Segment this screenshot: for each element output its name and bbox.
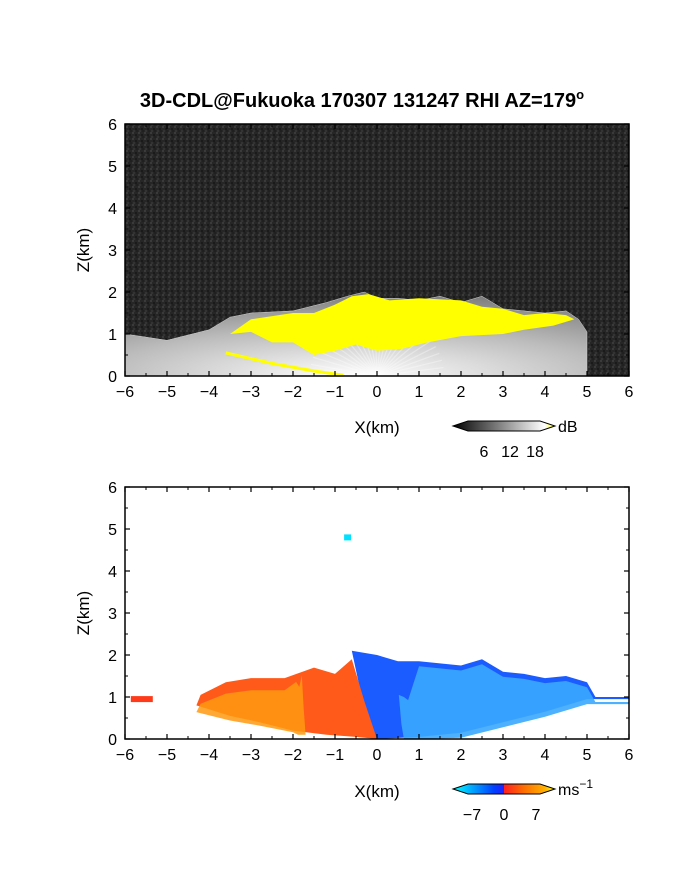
snr-beam-streak xyxy=(310,363,378,376)
snr-x-tick-label: 6 xyxy=(625,384,634,401)
snr-beam-streak xyxy=(376,366,444,376)
snr-y-tick-label: 3 xyxy=(108,243,117,260)
velocity-x-tick-label: −6 xyxy=(116,747,134,764)
snr-x-tick-label: −2 xyxy=(284,384,302,401)
velocity-x-axis-label: X(km) xyxy=(354,782,399,801)
velocity-colorbar: ms−1 −7 0 7 xyxy=(451,777,593,824)
snr-panel: 3D-CDL@Fukuoka 170307 131247 RHI AZ=179o… xyxy=(74,87,634,461)
snr-x-tick-label: −3 xyxy=(242,384,260,401)
snr-colorbar-strip xyxy=(451,420,557,432)
velocity-isolated-echoes xyxy=(130,534,352,703)
snr-beam-streak xyxy=(376,339,432,376)
snr-x-axis-label: X(km) xyxy=(354,418,399,437)
velocity-y-tick-label: 5 xyxy=(108,522,117,539)
velocity-colorbar-tick-label: −7 xyxy=(463,807,481,824)
velocity-x-tick-label: 2 xyxy=(457,747,466,764)
velocity-colorbar-unit: ms−1 xyxy=(558,777,593,799)
velocity-positive-light-region xyxy=(196,675,306,735)
snr-y-tick-label: 4 xyxy=(108,201,117,218)
velocity-x-tick-label: 6 xyxy=(625,747,634,764)
velocity-y-tick-label: 2 xyxy=(108,648,117,665)
chart-title: 3D-CDL@Fukuoka 170307 131247 RHI AZ=179o xyxy=(140,87,584,112)
snr-x-tick-label: 3 xyxy=(499,384,508,401)
snr-x-tick-label: 2 xyxy=(457,384,466,401)
velocity-colorbar-tick-label: 7 xyxy=(532,807,541,824)
velocity-x-tick-label: 3 xyxy=(499,747,508,764)
snr-colorbar-unit: dB xyxy=(558,419,578,436)
velocity-isolated-echo xyxy=(130,696,153,703)
snr-colorbar-tick-label: 18 xyxy=(526,444,544,461)
snr-colorbar-tick-label: 12 xyxy=(501,444,519,461)
velocity-x-tick-label: −3 xyxy=(242,747,260,764)
velocity-colorbar-tick-label: 0 xyxy=(500,807,509,824)
snr-x-tick-label: 1 xyxy=(415,384,424,401)
snr-colorbar: dB 6 12 18 xyxy=(451,419,578,461)
snr-y-tick-label: 6 xyxy=(108,117,117,134)
snr-beam-streak xyxy=(376,352,440,376)
snr-x-tick-label: −6 xyxy=(116,384,134,401)
velocity-isolated-echo xyxy=(344,534,352,541)
snr-y-tick-label: 5 xyxy=(108,159,117,176)
snr-y-tick-label: 1 xyxy=(108,327,117,344)
snr-x-tick-label: 4 xyxy=(541,384,550,401)
snr-ground-clutter-line xyxy=(225,351,344,376)
velocity-y-tick-label: 1 xyxy=(108,690,117,707)
snr-colorbar-tick-label: 6 xyxy=(480,444,489,461)
velocity-x-tick-label: −1 xyxy=(326,747,344,764)
velocity-axes: −6 −5 −4 −3 −2 −1 0 1 2 3 4 5 6 0 1 2 3 4 5 6 xyxy=(108,480,633,764)
velocity-x-tick-label: −4 xyxy=(200,747,218,764)
velocity-panel: −6 −5 −4 −3 −2 −1 0 1 2 3 4 5 6 0 1 2 3 4 5 6 X(km) Z(km) m… xyxy=(74,480,634,824)
snr-y-tick-label: 2 xyxy=(108,285,117,302)
snr-x-tick-label: 0 xyxy=(373,384,382,401)
velocity-x-tick-label: −5 xyxy=(158,747,176,764)
snr-x-tick-label: 5 xyxy=(583,384,592,401)
snr-x-tick-label: −5 xyxy=(158,384,176,401)
velocity-y-tick-label: 4 xyxy=(108,564,117,581)
velocity-x-tick-label: 4 xyxy=(541,747,550,764)
velocity-colorbar-strip xyxy=(451,783,557,795)
snr-axes: −6 −5 −4 −3 −2 −1 0 1 2 3 4 5 6 0 1 2 3 4 5 6 xyxy=(108,117,633,401)
velocity-x-tick-label: −2 xyxy=(284,747,302,764)
velocity-x-tick-label: 5 xyxy=(583,747,592,764)
snr-x-tick-label: −4 xyxy=(200,384,218,401)
velocity-x-tick-label: 0 xyxy=(373,747,382,764)
velocity-y-tick-label: 0 xyxy=(108,732,117,749)
velocity-x-tick-label: 1 xyxy=(415,747,424,764)
snr-x-tick-label: −1 xyxy=(326,384,344,401)
snr-y-tick-label: 0 xyxy=(108,369,117,386)
velocity-y-tick-label: 3 xyxy=(108,606,117,623)
snr-beam-streak xyxy=(315,349,378,376)
snr-saturated-region xyxy=(230,294,575,355)
velocity-y-tick-label: 6 xyxy=(108,480,117,497)
velocity-negative-light-region xyxy=(398,664,629,739)
snr-beam-streak xyxy=(376,346,437,376)
snr-beam-streak xyxy=(312,356,378,376)
snr-y-axis-label: Z(km) xyxy=(74,228,93,272)
velocity-y-axis-label: Z(km) xyxy=(74,591,93,635)
snr-beam-streak xyxy=(376,359,443,376)
